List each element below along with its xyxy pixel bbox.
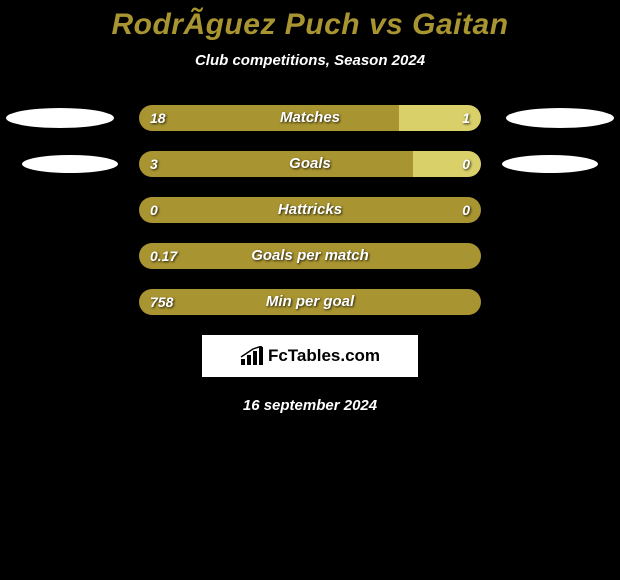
stat-row: 181Matches bbox=[0, 105, 620, 131]
brand-box: FcTables.com bbox=[202, 335, 418, 377]
brand-text: FcTables.com bbox=[268, 346, 380, 366]
bar-chart-icon bbox=[240, 346, 264, 366]
stat-label: Hattricks bbox=[139, 197, 481, 223]
stat-label: Matches bbox=[139, 105, 481, 131]
subtitle: Club competitions, Season 2024 bbox=[0, 52, 620, 69]
player-marker-left bbox=[22, 155, 118, 173]
date-text: 16 september 2024 bbox=[0, 397, 620, 414]
stats-rows: 181Matches 30Goals 00Hattricks 0.17Goals pe… bbox=[0, 105, 620, 315]
stat-row: 00Hattricks bbox=[0, 197, 620, 223]
comparison-container: RodrÃ­guez Puch vs Gaitan Club competiti… bbox=[0, 0, 620, 414]
stat-label: Goals per match bbox=[139, 243, 481, 269]
player-marker-right bbox=[502, 155, 598, 173]
stat-row: 30Goals bbox=[0, 151, 620, 177]
stat-label: Goals bbox=[139, 151, 481, 177]
stat-row: 0.17Goals per match bbox=[0, 243, 620, 269]
player-marker-left bbox=[6, 108, 114, 128]
player-marker-right bbox=[506, 108, 614, 128]
stat-label: Min per goal bbox=[139, 289, 481, 315]
stat-row: 758Min per goal bbox=[0, 289, 620, 315]
page-title: RodrÃ­guez Puch vs Gaitan bbox=[0, 8, 620, 42]
